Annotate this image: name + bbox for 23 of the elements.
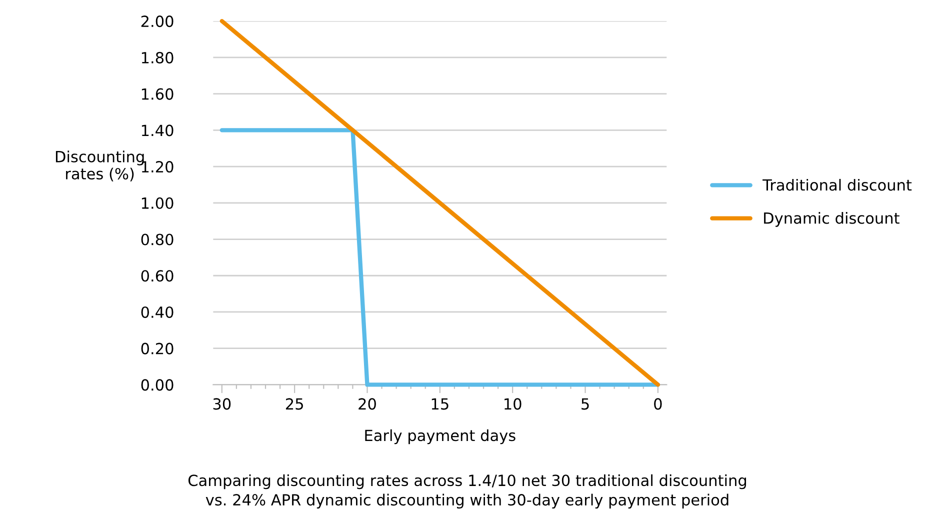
- x-tick-label: 10: [504, 398, 522, 410]
- x-tick-label: 25: [286, 398, 303, 410]
- y-tick-label: 1.60: [142, 88, 174, 100]
- x-tick-label: 5: [582, 398, 589, 410]
- legend-label: Traditional discount: [762, 178, 912, 191]
- y-tick-label: 0.80: [141, 234, 174, 246]
- y-tick-label: 0.20: [141, 342, 174, 354]
- y-tick-label: 0.40: [141, 306, 174, 318]
- y-tick-label: 2.00: [141, 16, 174, 28]
- y-tick-label: 0.60: [141, 270, 174, 282]
- y-tick-label: 1.80: [142, 52, 174, 64]
- y-axis-title: Discounting rates (%): [56, 150, 144, 182]
- y-tick-label: 0.00: [141, 379, 174, 391]
- y-tick-label: 1.40: [142, 124, 174, 136]
- x-tick-label: 0: [654, 398, 662, 410]
- x-tick-label: 20: [358, 398, 376, 410]
- y-tick-label: 1.00: [142, 197, 174, 209]
- x-axis-title: Early payment days: [365, 429, 516, 444]
- x-tick-label: 15: [432, 398, 448, 410]
- y-tick-label: 1.20: [142, 160, 174, 173]
- text: Camparing discounting rates across 1.4/10 net 30 traditional discounting vs. 24% APR dynamic discounting with 30-day early payment period: [188, 474, 746, 509]
- legend-label: Dynamic discount: [764, 212, 900, 227]
- x-tick-label: 30: [213, 398, 231, 410]
